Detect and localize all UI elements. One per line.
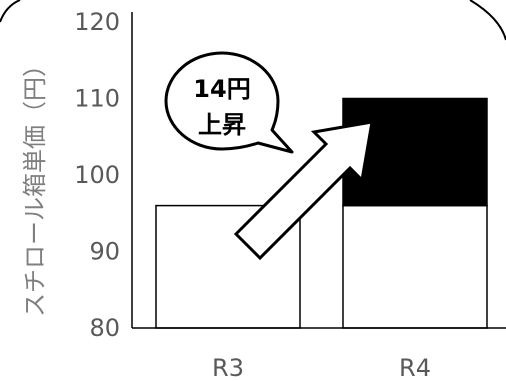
y-axis-label: スチロール箱単価（円） — [21, 53, 49, 317]
y-tick-label: 90 — [89, 238, 120, 266]
increase-callout: 14円 上昇 — [164, 51, 294, 154]
y-tick-label: 120 — [74, 8, 120, 36]
y-tick-label: 110 — [74, 85, 120, 113]
chart-frame — [0, 0, 21, 23]
callout-bubble — [164, 51, 294, 154]
increase-arrow — [233, 120, 374, 261]
x-category-label: R4 — [399, 354, 431, 381]
callout-line1: 14円 — [193, 75, 250, 103]
callout-line2: 上昇 — [198, 111, 246, 139]
y-tick-label: 100 — [74, 161, 120, 189]
chart-frame-right — [469, 0, 506, 41]
bar-base-r4 — [342, 204, 488, 329]
x-category-label: R3 — [212, 354, 244, 381]
y-tick-label: 80 — [89, 314, 120, 342]
